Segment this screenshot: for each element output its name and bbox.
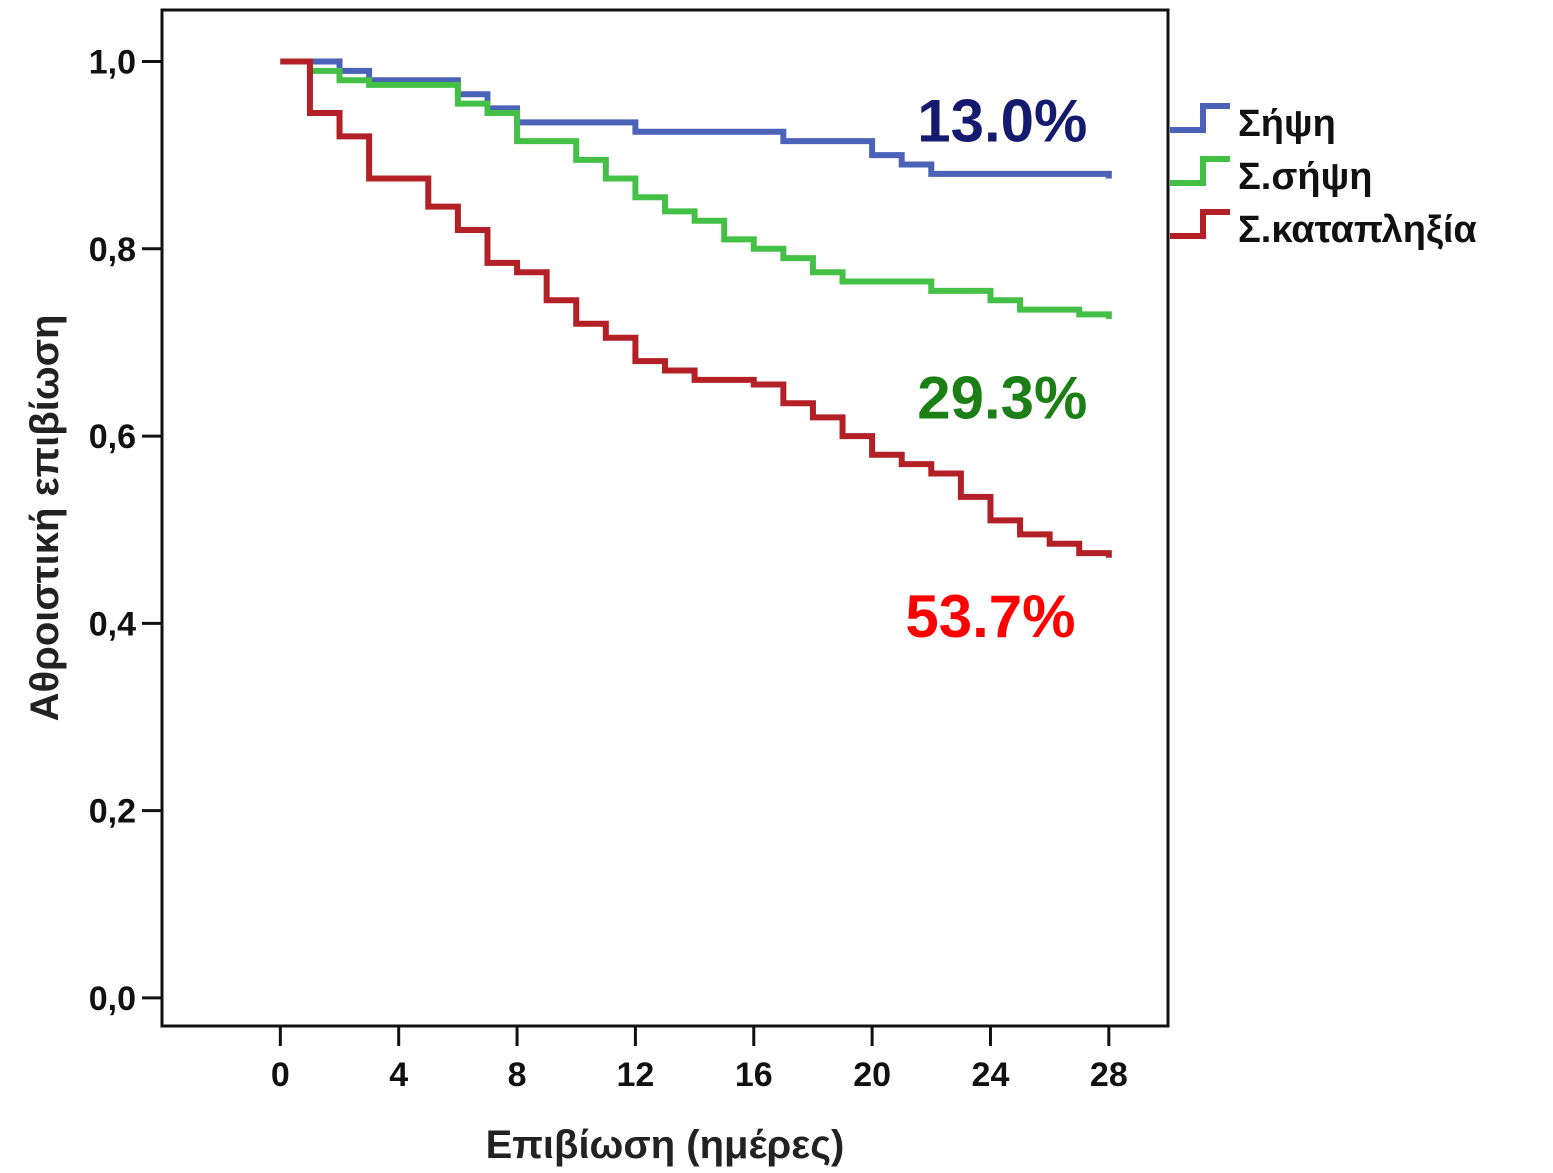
y-tick-label-3: 0,6 xyxy=(89,418,136,456)
x-tick-label-12: 12 xyxy=(616,1056,654,1094)
plot-area xyxy=(160,8,1170,1028)
y-tick-label-5: 1,0 xyxy=(89,44,136,82)
x-axis: 0 4 8 12 16 20 24 28 xyxy=(271,1026,1128,1094)
legend-label-0: Σήψη xyxy=(1238,103,1336,145)
annotation-2: 53.7% xyxy=(905,583,1075,650)
y-axis: 0,0 0,2 0,4 0,6 0,8 1,0 xyxy=(89,44,162,1018)
y-tick-label-1: 0,2 xyxy=(89,793,136,831)
x-tick-label-4: 4 xyxy=(389,1056,408,1094)
series-line-1 xyxy=(280,58,1112,320)
x-tick-label-28: 28 xyxy=(1090,1056,1128,1094)
annotation-1: 29.3% xyxy=(917,365,1087,432)
y-tick-label-0: 0,0 xyxy=(89,980,136,1018)
legend-item-0: Σήψη xyxy=(1170,103,1336,145)
x-tick-label-16: 16 xyxy=(735,1056,773,1094)
legend-swatch-1 xyxy=(1170,156,1230,186)
series-line-0 xyxy=(280,58,1112,179)
annotation-0: 13.0% xyxy=(917,88,1087,155)
x-axis-title: Επιβίωση (ημέρες) xyxy=(486,1123,845,1167)
x-tick-label-0: 0 xyxy=(271,1056,290,1094)
x-tick-label-8: 8 xyxy=(508,1056,527,1094)
legend-item-2: Σ.καταπληξία xyxy=(1170,209,1477,251)
legend: Σήψη Σ.σήψη Σ.καταπληξία xyxy=(1170,103,1477,251)
legend-label-1: Σ.σήψη xyxy=(1238,156,1372,198)
x-tick-label-24: 24 xyxy=(972,1056,1010,1094)
legend-swatch-0 xyxy=(1170,103,1230,133)
series-layer xyxy=(280,58,1112,558)
y-axis-title: Αθροιστική επιβίωση xyxy=(23,315,67,722)
plot-frame xyxy=(160,8,1170,1028)
series-line-2 xyxy=(280,58,1112,558)
legend-label-2: Σ.καταπληξία xyxy=(1238,209,1477,251)
legend-item-1: Σ.σήψη xyxy=(1170,156,1372,198)
y-tick-label-4: 0,8 xyxy=(89,231,136,269)
annotation-layer: 13.0% 29.3% 53.7% xyxy=(905,88,1087,650)
y-tick-label-2: 0,4 xyxy=(89,605,136,643)
legend-swatch-2 xyxy=(1170,209,1230,239)
x-tick-label-20: 20 xyxy=(853,1056,891,1094)
